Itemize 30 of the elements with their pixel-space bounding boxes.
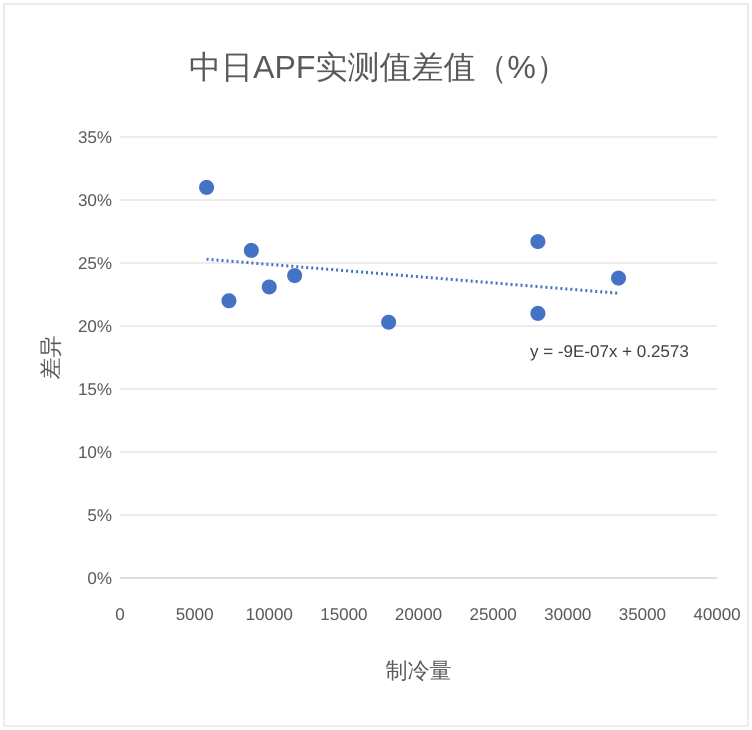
y-tick-label: 0%: [87, 569, 112, 588]
x-tick-label: 20000: [394, 605, 442, 624]
point: [244, 242, 259, 258]
x-tick-label: 30000: [544, 605, 592, 624]
point: [262, 279, 277, 294]
y-tick-label: 15%: [78, 380, 112, 399]
y-tick-label: 25%: [78, 254, 112, 273]
x-tick-label: 25000: [469, 605, 517, 624]
y-axis-title: 差异: [38, 336, 63, 380]
chart-title: 中日APF实测值差值（%）: [189, 49, 568, 85]
point: [530, 234, 546, 250]
annotation: y = -9E-07x + 0.2573: [530, 342, 689, 361]
y-tick-label: 10%: [78, 443, 112, 462]
point: [287, 268, 302, 284]
x-tick-label: 40000: [693, 605, 741, 624]
x-tick-label: 10000: [246, 605, 293, 624]
point: [530, 306, 546, 321]
point: [221, 293, 236, 308]
point: [381, 314, 396, 330]
point: [610, 270, 626, 286]
x-tick-label: 35000: [618, 605, 666, 624]
y-tick-label: 30%: [78, 191, 112, 210]
x-tick-label: 15000: [320, 605, 368, 624]
y-tick-label: 5%: [87, 506, 112, 525]
x-tick-label: 0: [115, 605, 125, 624]
x-axis-title: 制冷量: [386, 658, 452, 683]
point: [199, 180, 214, 195]
x-tick-label: 5000: [176, 605, 214, 624]
y-tick-label: 20%: [78, 317, 112, 336]
y-tick-label: 35%: [78, 128, 112, 147]
